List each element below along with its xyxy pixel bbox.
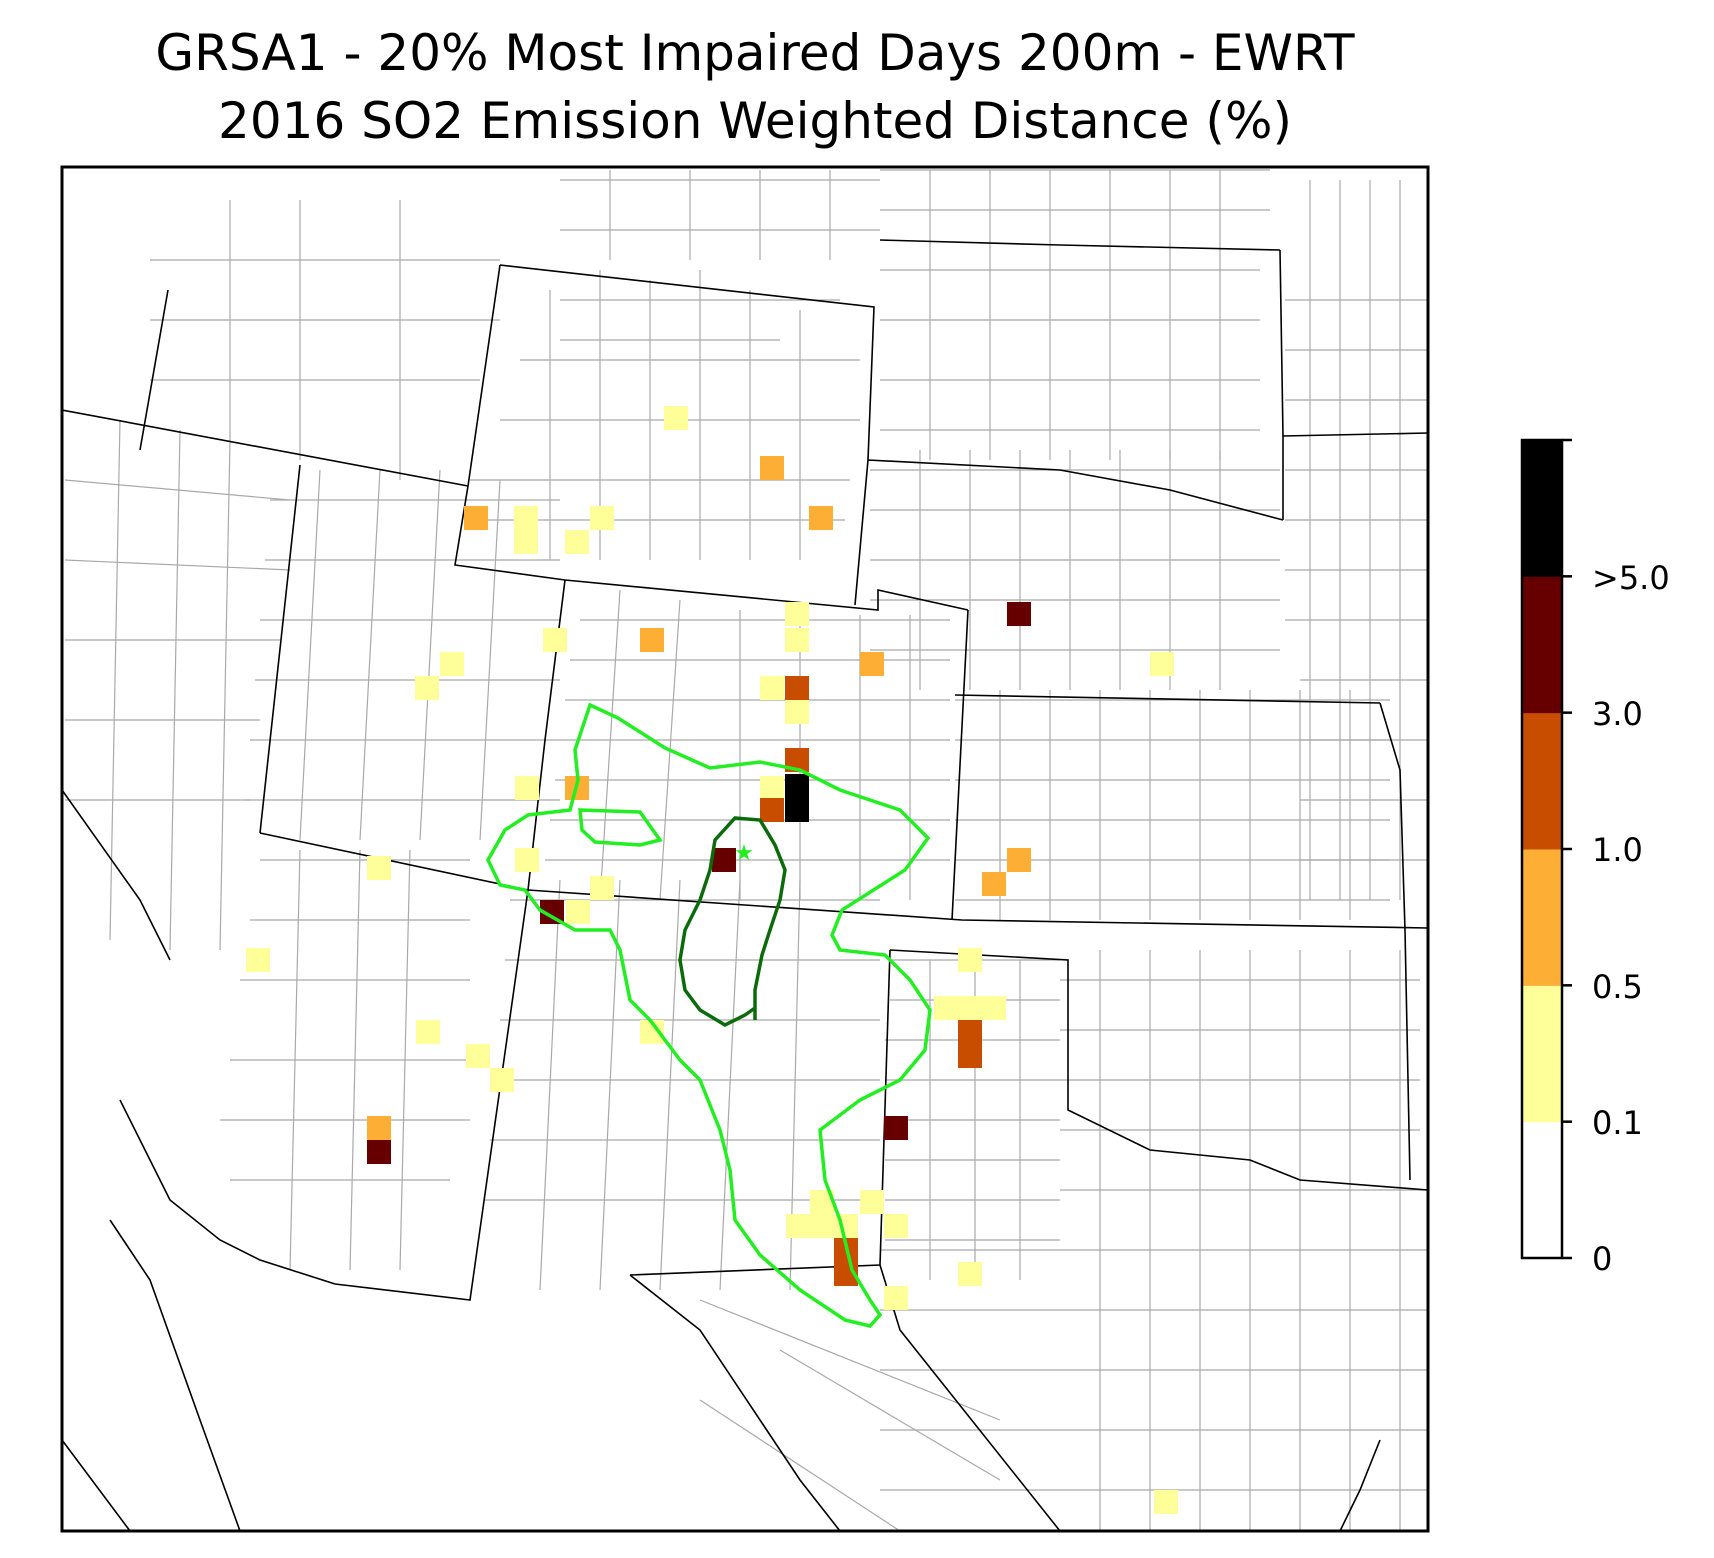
emission-cell xyxy=(760,456,784,480)
emission-cell xyxy=(565,530,589,554)
emission-cell xyxy=(785,628,809,652)
emission-cell xyxy=(590,876,614,900)
colorbar-bin xyxy=(1522,440,1562,577)
emission-cell xyxy=(785,700,809,724)
emission-cell xyxy=(515,848,539,872)
emission-cell xyxy=(860,652,884,676)
emission-cell xyxy=(884,1214,908,1238)
emission-cell xyxy=(958,948,982,972)
emission-cell xyxy=(415,676,439,700)
emission-cell xyxy=(515,776,539,800)
emission-cell xyxy=(590,506,614,530)
colorbar: 0 0.1 0.5 1.0 3.0 >5.0 xyxy=(1520,438,1670,1278)
colorbar-tick-label: 3.0 xyxy=(1592,695,1643,733)
outer-contour xyxy=(486,702,932,1328)
colorbar-tick-label: 0 xyxy=(1592,1240,1612,1278)
emission-cell xyxy=(958,1262,982,1286)
emission-cell xyxy=(810,1214,834,1238)
emission-cell xyxy=(982,996,1006,1020)
map-title-line-1: GRSA1 - 20% Most Impaired Days 200m - EW… xyxy=(155,24,1355,82)
emission-cell xyxy=(514,506,538,530)
emission-cell xyxy=(982,872,1006,896)
emission-cell xyxy=(464,506,488,530)
emission-cell xyxy=(934,996,958,1020)
colorbar-tick-label: 0.1 xyxy=(1592,1104,1643,1142)
colorbar-tick-label: >5.0 xyxy=(1592,559,1670,597)
emission-cells xyxy=(246,406,1178,1514)
emission-cell xyxy=(785,602,809,626)
emission-cell xyxy=(786,1214,810,1238)
emission-cell xyxy=(246,948,270,972)
emission-cell xyxy=(367,856,391,880)
emission-cell xyxy=(514,530,538,554)
emission-cell xyxy=(884,1116,908,1140)
emission-cell xyxy=(466,1044,490,1068)
map-frame xyxy=(60,165,1430,1533)
emission-cell xyxy=(1150,652,1174,676)
colorbar-bin xyxy=(1522,1121,1562,1259)
emission-cell xyxy=(664,406,688,430)
outer-contour-small-loop xyxy=(578,808,663,847)
emission-cell xyxy=(785,798,809,822)
emission-cell xyxy=(760,798,784,822)
emission-cell xyxy=(785,676,809,700)
emission-cell xyxy=(809,506,833,530)
emission-cell xyxy=(760,676,784,700)
emission-cell xyxy=(440,652,464,676)
emission-cell xyxy=(958,1044,982,1068)
emission-cell xyxy=(416,1020,440,1044)
map-title-line-2: 2016 SO2 Emission Weighted Distance (%) xyxy=(218,92,1292,150)
colorbar-bin xyxy=(1522,712,1562,850)
emission-cell xyxy=(884,1286,908,1310)
emission-cell xyxy=(543,628,567,652)
emission-cell xyxy=(760,776,784,800)
colorbar-bin xyxy=(1522,849,1562,986)
site-star-icon: ★ xyxy=(734,841,754,866)
state-boundaries xyxy=(62,239,1428,1531)
emission-cell xyxy=(860,1190,884,1214)
emission-cell xyxy=(958,1020,982,1044)
emission-cell xyxy=(1007,848,1031,872)
emission-cell xyxy=(566,900,590,924)
emission-cell xyxy=(712,848,736,872)
colorbar-tick-label: 0.5 xyxy=(1592,968,1643,1006)
emission-cell xyxy=(490,1068,514,1092)
inner-contour xyxy=(678,816,787,1027)
emission-cell xyxy=(1007,602,1031,626)
colorbar-bin xyxy=(1522,985,1562,1123)
emission-cell xyxy=(1154,1490,1178,1514)
emission-cell xyxy=(367,1116,391,1140)
colorbar-bin xyxy=(1522,576,1562,714)
emission-cell xyxy=(958,996,982,1020)
emission-cell xyxy=(640,628,664,652)
emission-cell xyxy=(367,1140,391,1164)
colorbar-tick-label: 1.0 xyxy=(1592,831,1643,869)
emission-cell xyxy=(785,774,809,798)
